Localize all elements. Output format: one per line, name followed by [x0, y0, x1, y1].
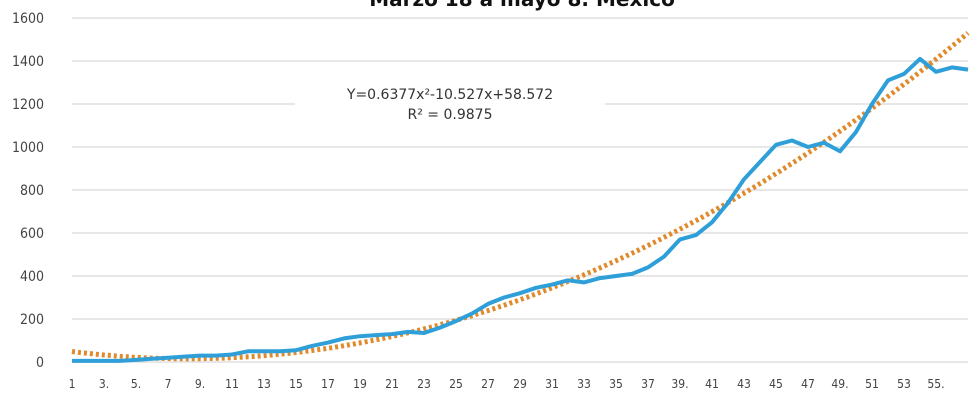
chart-title: Marzo 18 a mayo 8. México [369, 0, 675, 11]
x-tick-label: 7 [165, 377, 172, 391]
y-tick-label: 1400 [12, 54, 44, 70]
x-tick-label: 33 [577, 377, 591, 391]
x-tick-label: 43 [737, 377, 751, 391]
y-tick-label: 0 [36, 355, 44, 371]
trendline-r2: R² = 0.9875 [408, 107, 493, 123]
x-tick-label: 49. [831, 377, 848, 391]
x-tick-label: 51 [865, 377, 879, 391]
x-tick-label: 19 [353, 377, 367, 391]
x-tick-label: 35 [609, 377, 623, 391]
y-tick-label: 1200 [12, 97, 44, 113]
x-tick-label: 5. [131, 377, 141, 391]
plot-area [71, 31, 970, 363]
y-tick-label: 600 [20, 226, 44, 242]
x-tick-label: 37 [641, 377, 655, 391]
x-tick-label: 55. [927, 377, 944, 391]
trendline-equation: Y=0.6377x²-10.527x+58.572 [346, 87, 553, 103]
x-tick-label: 9. [195, 377, 205, 391]
y-tick-label: 800 [20, 183, 44, 199]
x-tick-label: 1 [69, 377, 76, 391]
y-tick-label: 1600 [12, 11, 44, 27]
y-axis-ticks: 0 200 400 600 800 1000 1200 1400 1600 [12, 11, 44, 371]
x-tick-label: 3. [99, 377, 109, 391]
x-tick-label: 15 [289, 377, 303, 391]
x-tick-label: 53 [897, 377, 911, 391]
y-tick-label: 200 [20, 312, 44, 328]
x-tick-label: 21 [385, 377, 399, 391]
y-tick-label: 400 [20, 269, 44, 285]
x-tick-label: 31 [545, 377, 559, 391]
x-tick-label: 27 [481, 377, 495, 391]
x-tick-label: 41 [705, 377, 719, 391]
x-tick-label: 25 [449, 377, 463, 391]
x-tick-label: 39. [671, 377, 688, 391]
x-tick-label: 23 [417, 377, 431, 391]
x-tick-label: 11 [225, 377, 239, 391]
x-tick-label: 17 [321, 377, 335, 391]
x-tick-label: 29 [513, 377, 527, 391]
y-tick-label: 1000 [12, 140, 44, 156]
trendline-label: Y=0.6377x²-10.527x+58.572 R² = 0.9875 [295, 76, 605, 130]
x-tick-label: 45 [769, 377, 783, 391]
gridlines [72, 17, 968, 363]
series-line [72, 56, 969, 363]
x-tick-label: 47 [801, 377, 815, 391]
x-tick-label: 13 [257, 377, 271, 391]
x-axis-ticks: 1 3. 5. 7 9. 11 13 15 17 19 21 23 25 27 29 31 33 35 37 39. 4… [69, 377, 945, 391]
